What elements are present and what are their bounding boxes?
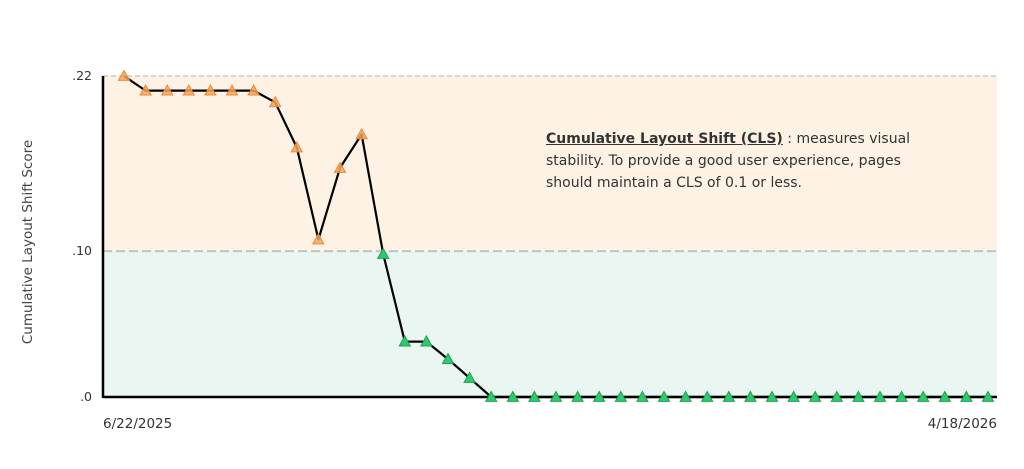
data-point-marker — [549, 390, 563, 402]
y-tick-label: .0 — [80, 389, 92, 404]
data-point-marker — [960, 390, 973, 402]
data-point-marker — [117, 69, 131, 81]
data-point-marker — [463, 371, 476, 383]
annotation-text: : measures visual stability. To provide … — [546, 131, 911, 191]
data-point-marker — [765, 390, 779, 402]
data-point-marker — [657, 390, 671, 402]
x-start-label: 6/22/2025 — [103, 416, 172, 432]
data-point-marker — [571, 390, 584, 402]
data-point-marker — [160, 84, 174, 96]
data-point-marker — [506, 390, 520, 402]
data-point-marker — [225, 84, 239, 96]
data-point-marker — [636, 390, 649, 402]
data-point-marker — [398, 335, 412, 347]
data-point-marker — [679, 390, 692, 402]
data-point-marker — [528, 390, 541, 402]
data-point-marker — [204, 84, 217, 96]
data-point-marker — [614, 390, 628, 402]
data-point-marker — [312, 232, 325, 245]
data-point-marker — [744, 390, 757, 402]
data-point-marker — [787, 390, 800, 402]
data-point-marker — [139, 84, 152, 96]
data-point-marker — [808, 390, 822, 402]
data-point-marker — [981, 390, 995, 402]
annotation-title: Cumulative Layout Shift (CLS) — [546, 131, 783, 147]
data-point-marker — [182, 84, 196, 96]
data-point-marker — [830, 390, 844, 402]
data-point-marker — [441, 352, 455, 364]
data-point-marker — [484, 390, 498, 402]
data-point-marker — [722, 390, 736, 402]
poor-zone — [103, 76, 997, 252]
x-end-label: 4/18/2026 — [928, 416, 997, 432]
data-point-marker — [333, 161, 347, 173]
data-point-marker — [247, 84, 260, 96]
data-point-marker — [895, 390, 908, 402]
data-point-marker — [592, 390, 606, 402]
data-point-marker — [290, 140, 304, 153]
data-point-marker — [938, 390, 952, 402]
y-axis-title: Cumulative Layout Shift Score — [20, 139, 36, 345]
data-point-marker — [873, 390, 887, 402]
data-point-marker — [852, 390, 865, 402]
data-point-marker — [376, 247, 390, 259]
data-point-marker — [355, 127, 368, 140]
good-zone — [103, 251, 997, 397]
y-tick-label: .22 — [72, 68, 92, 83]
data-point-marker — [268, 95, 282, 108]
data-point-marker — [916, 390, 930, 402]
cls-annotation: Cumulative Layout Shift (CLS) : measures… — [546, 128, 926, 194]
data-point-marker — [420, 335, 433, 347]
y-tick-label: .10 — [72, 243, 92, 258]
data-point-marker — [700, 390, 714, 402]
